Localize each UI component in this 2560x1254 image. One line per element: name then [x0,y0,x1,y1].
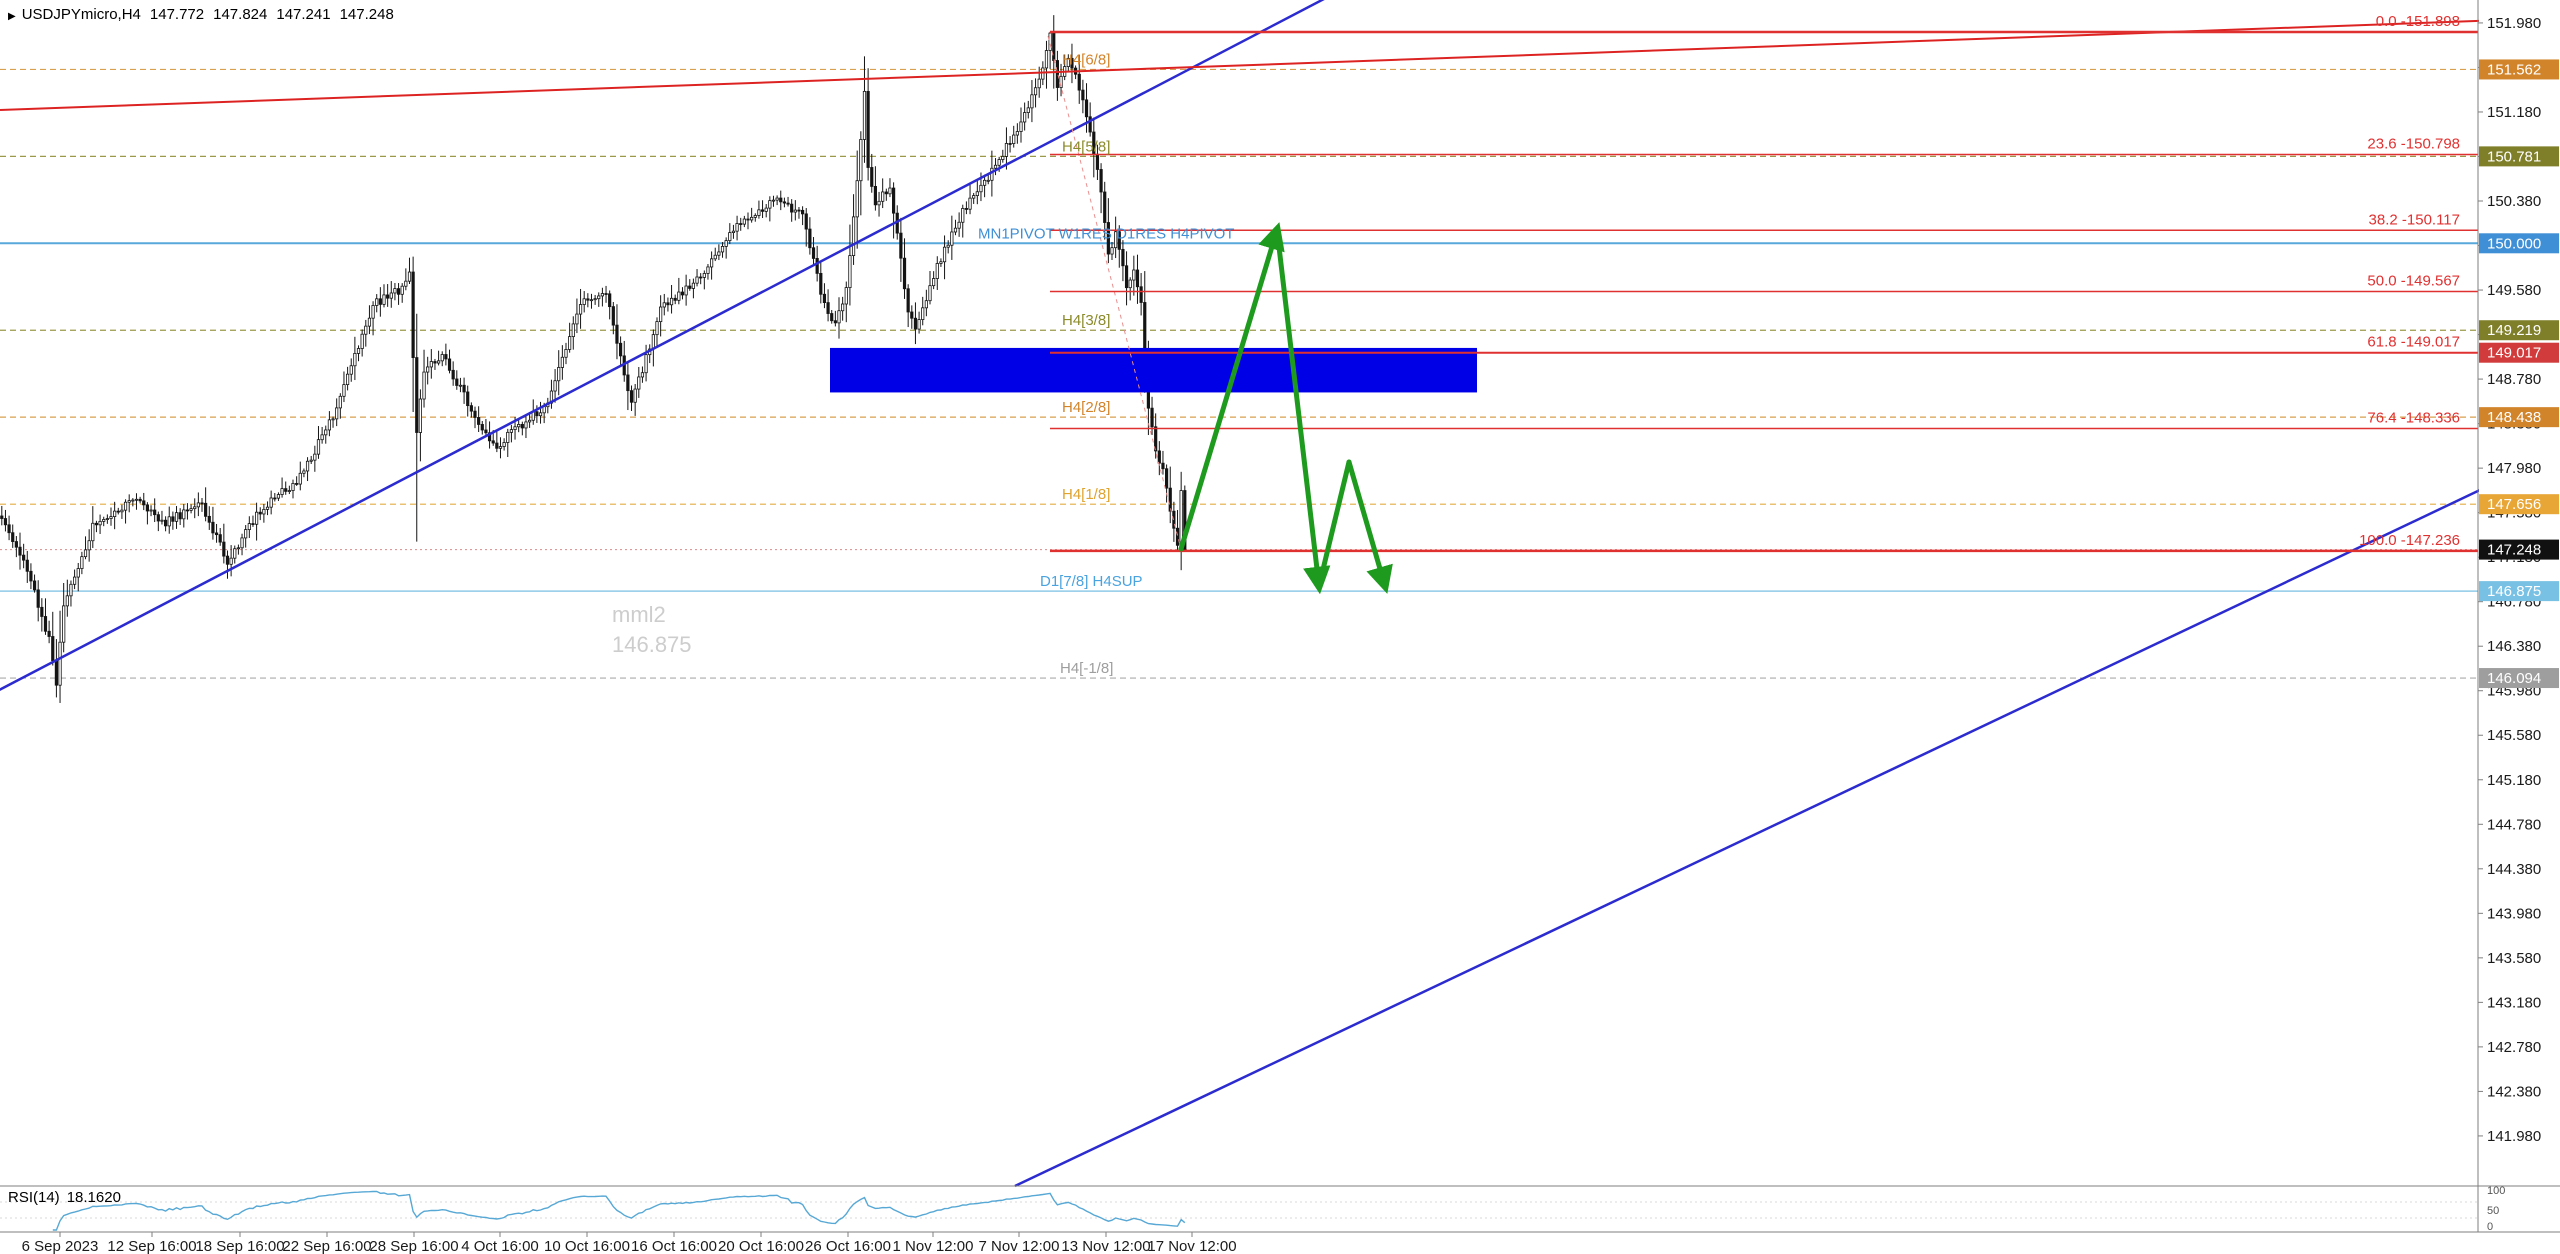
price-level-chip [2479,233,2559,254]
murrey-level-label: H4[-1/8] [1060,660,1113,677]
fib-level-label: 0.0 -151.898 [2376,13,2460,30]
price-level-chip [2479,320,2559,341]
time-axis-label: 12 Sep 16:00 [107,1238,196,1254]
price-tick-label: 150.380 [2487,193,2541,210]
fib-level-label: 23.6 -150.798 [2367,135,2460,152]
watermark-line1: mml2 [612,602,666,627]
projection-arrow[interactable] [1346,459,1393,594]
price-axis-background[interactable] [2479,0,2560,1232]
time-axis-label: 26 Oct 16:00 [805,1238,891,1254]
price-tick-label: 147.980 [2487,460,2541,477]
time-axis-label: 28 Sep 16:00 [369,1238,458,1254]
price-level-chip-label: 149.219 [2487,322,2541,339]
rsi-name: RSI(14) [8,1189,60,1206]
fib-level-label: 61.8 -149.017 [2367,334,2460,351]
price-level-chip [2479,407,2559,428]
symbol-ohlc-header: ▶ USDJPYmicro,H4 147.772 147.824 147.241 147.… [8,6,403,23]
price-level-chip-label: 149.017 [2487,345,2541,362]
supply-zone-rectangle[interactable] [830,347,1477,393]
ohlc-low: 147.241 [276,6,331,23]
price-tick-label: 144.780 [2487,816,2541,833]
price-level-chip [2479,539,2559,560]
time-axis-label: 16 Oct 16:00 [631,1238,717,1254]
murrey-level-label: D1[7/8] H4SUP [1040,573,1143,590]
price-level-chip-label: 146.094 [2487,670,2541,687]
fib-base-line[interactable] [1047,35,1182,550]
candlesticks [0,15,1187,703]
watermark: mml2 146.875 [612,600,692,659]
fib-level-label: 38.2 -150.117 [2369,211,2460,228]
price-tick-label: 141.980 [2487,1128,2541,1145]
price-tick-label: 143.580 [2487,950,2541,967]
murrey-level-label: H4[3/8] [1062,312,1110,329]
price-level-chip-label: 151.562 [2487,61,2541,78]
price-level-chip [2479,146,2559,167]
time-axis-label: 10 Oct 16:00 [544,1238,630,1254]
time-axis-label: 6 Sep 2023 [22,1238,99,1254]
price-level-chip [2479,668,2559,689]
murrey-level-label: H4[2/8] [1062,399,1110,416]
murrey-level-label: H4[5/8] [1062,138,1110,155]
price-level-chip-label: 147.656 [2487,496,2541,513]
time-axis-label: 18 Sep 16:00 [195,1238,284,1254]
price-level-chip-label: 146.875 [2487,583,2541,600]
time-axis-label: 17 Nov 12:00 [1147,1238,1236,1254]
price-tick-label: 144.380 [2487,861,2541,878]
price-tick-label: 142.380 [2487,1083,2541,1100]
price-tick-label: 146.380 [2487,638,2541,655]
projection-arrow[interactable] [1274,227,1331,595]
trend-line[interactable] [0,0,1345,700]
price-tick-label: 145.580 [2487,727,2541,744]
rsi-axis-label: 0 [2487,1221,2493,1233]
trend-line[interactable] [0,17,2560,111]
ohlc-close: 147.248 [339,6,394,23]
time-axis-label: 20 Oct 16:00 [718,1238,804,1254]
ohlc-open: 147.772 [149,6,205,23]
price-tick-label: 142.780 [2487,1039,2541,1056]
price-tick-label: 149.580 [2487,282,2541,299]
rsi-axis-label: 100 [2487,1185,2505,1197]
rsi-axis-label: 50 [2487,1205,2499,1217]
price-level-chip-label: 147.248 [2487,542,2541,559]
price-level-chip-label: 150.781 [2487,148,2541,165]
price-tick-label: 151.980 [2487,15,2541,32]
rsi-value: 18.1620 [66,1189,121,1206]
murrey-level-label: H4[6/8] [1062,51,1110,68]
time-axis-label: 7 Nov 12:00 [979,1238,1060,1254]
price-level-chip-label: 150.000 [2487,235,2541,252]
rsi-line [52,1190,1186,1231]
murrey-level-label: MN1PIVOT W1RES D1RES H4PIVOT [978,225,1234,242]
rsi-indicator-label: RSI(14) 18.1620 [8,1189,128,1206]
time-axis-label: 22 Sep 16:00 [282,1238,371,1254]
price-tick-label: 143.980 [2487,905,2541,922]
price-tick-label: 148.780 [2487,371,2541,388]
trend-line[interactable] [1014,450,2560,1188]
time-axis-label: 13 Nov 12:00 [1061,1238,1150,1254]
projection-arrow[interactable] [1316,459,1352,589]
fib-level-label: 100.0 -147.236 [2359,532,2460,549]
murrey-level-label: H4[1/8] [1062,486,1110,503]
symbol-period: USDJPYmicro,H4 [21,6,141,23]
fib-level-label: 76.4 -148.336 [2367,410,2460,427]
watermark-line2: 146.875 [612,631,692,657]
price-tick-label: 151.180 [2487,104,2541,121]
expand-arrow-icon[interactable]: ▶ [8,11,16,22]
projection-arrow[interactable] [1178,222,1285,552]
price-tick-label: 145.180 [2487,772,2541,789]
price-level-chip [2479,342,2559,363]
time-axis-label: 4 Oct 16:00 [461,1238,539,1254]
ohlc-high: 147.824 [213,6,268,23]
price-level-chip [2479,581,2559,602]
price-level-chip [2479,494,2559,515]
fib-level-label: 50.0 -149.567 [2367,272,2460,289]
time-axis-label: 1 Nov 12:00 [893,1238,974,1254]
price-level-chip [2479,59,2559,80]
price-level-chip-label: 148.438 [2487,409,2541,426]
price-tick-label: 143.180 [2487,994,2541,1011]
